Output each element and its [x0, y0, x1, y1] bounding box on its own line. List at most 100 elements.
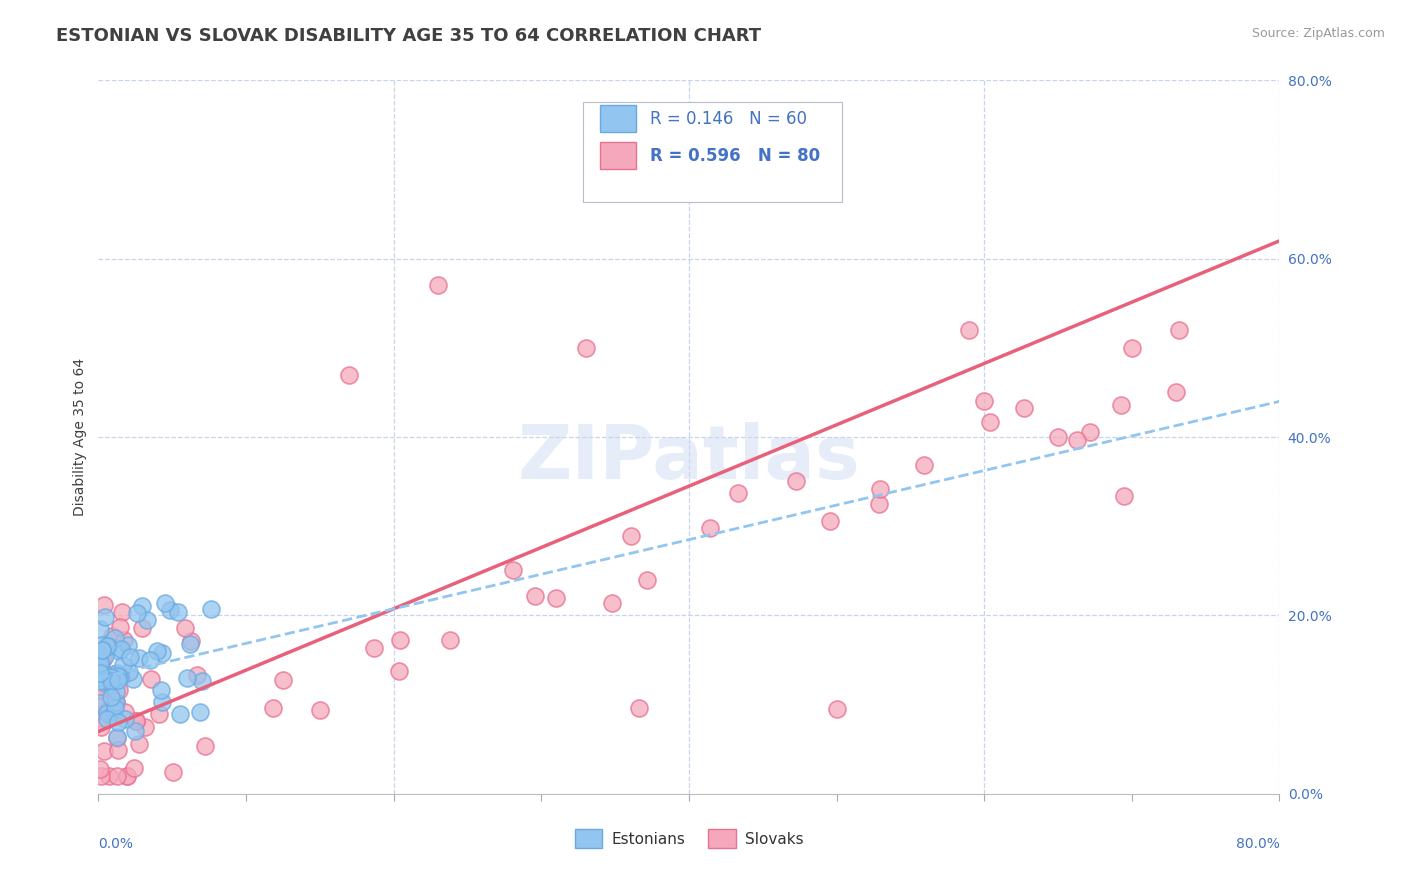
Point — [96, 640, 118, 654]
Point — [135, 613, 157, 627]
Point — [93, 648, 115, 663]
Point — [427, 278, 450, 293]
Point — [388, 665, 411, 679]
Point — [825, 702, 848, 716]
Point — [271, 673, 294, 687]
FancyBboxPatch shape — [582, 102, 842, 202]
Point — [105, 769, 128, 783]
Point — [110, 642, 132, 657]
Point — [699, 521, 721, 535]
Point — [186, 667, 208, 681]
Point — [1066, 433, 1088, 447]
Point — [1168, 323, 1191, 337]
Point — [120, 650, 142, 665]
Point — [180, 634, 202, 648]
Point — [125, 714, 148, 728]
Text: R = 0.596   N = 80: R = 0.596 N = 80 — [650, 147, 820, 165]
Y-axis label: Disability Age 35 to 64: Disability Age 35 to 64 — [73, 358, 87, 516]
Point — [912, 458, 935, 472]
Point — [104, 695, 127, 709]
Point — [628, 701, 651, 715]
Point — [94, 695, 117, 709]
Point — [727, 486, 749, 500]
Point — [105, 665, 128, 680]
Point — [110, 669, 132, 683]
Point — [159, 603, 181, 617]
Point — [149, 683, 172, 698]
Point — [124, 723, 146, 738]
Point — [128, 737, 150, 751]
Point — [90, 654, 112, 668]
Text: R = 0.146   N = 60: R = 0.146 N = 60 — [650, 110, 807, 128]
Text: 80.0%: 80.0% — [1236, 837, 1279, 851]
Point — [125, 714, 148, 728]
Point — [439, 633, 461, 648]
FancyBboxPatch shape — [600, 143, 636, 169]
Point — [90, 769, 112, 783]
Point — [117, 665, 139, 679]
Point — [146, 644, 169, 658]
Point — [114, 705, 136, 719]
Point — [108, 670, 131, 684]
Point — [176, 671, 198, 685]
Point — [96, 704, 118, 718]
Point — [188, 705, 211, 719]
Point — [363, 640, 385, 655]
Point — [105, 731, 128, 745]
Point — [94, 610, 117, 624]
Point — [502, 563, 524, 577]
Point — [107, 731, 129, 746]
Point — [1046, 430, 1070, 444]
Point — [114, 712, 136, 726]
Point — [150, 695, 173, 709]
Point — [89, 666, 111, 681]
Point — [388, 632, 411, 647]
Point — [575, 341, 598, 355]
Point — [262, 700, 284, 714]
Point — [104, 631, 127, 645]
Point — [90, 660, 112, 674]
Point — [115, 769, 138, 783]
Point — [973, 394, 995, 409]
Point — [200, 601, 222, 615]
Point — [89, 657, 111, 671]
Point — [107, 742, 129, 756]
Point — [89, 674, 111, 689]
Point — [139, 653, 162, 667]
Point — [179, 637, 201, 651]
Point — [107, 682, 129, 697]
Point — [100, 673, 122, 688]
Point — [100, 690, 122, 705]
Legend: Estonians, Slovaks: Estonians, Slovaks — [568, 823, 810, 854]
Point — [153, 596, 176, 610]
Point — [818, 514, 841, 528]
Point — [979, 415, 1001, 429]
Point — [90, 720, 112, 734]
Text: 0.0%: 0.0% — [98, 837, 134, 851]
Point — [128, 651, 150, 665]
Point — [96, 712, 118, 726]
Point — [131, 621, 153, 635]
Point — [869, 482, 891, 496]
Point — [89, 710, 111, 724]
Point — [93, 744, 115, 758]
Point — [1012, 401, 1035, 416]
Point — [112, 633, 135, 648]
Point — [167, 605, 190, 619]
Point — [98, 702, 121, 716]
Point — [96, 676, 118, 690]
Point — [173, 621, 195, 635]
Point — [339, 368, 361, 382]
Point — [648, 162, 671, 177]
Point — [89, 646, 111, 660]
Point — [121, 672, 143, 686]
Text: Source: ZipAtlas.com: Source: ZipAtlas.com — [1251, 27, 1385, 40]
Point — [194, 739, 217, 753]
Point — [1109, 398, 1132, 412]
Point — [111, 657, 134, 672]
Point — [600, 596, 623, 610]
Point — [90, 643, 112, 657]
Point — [93, 598, 115, 612]
Point — [785, 475, 807, 489]
Point — [110, 619, 132, 633]
